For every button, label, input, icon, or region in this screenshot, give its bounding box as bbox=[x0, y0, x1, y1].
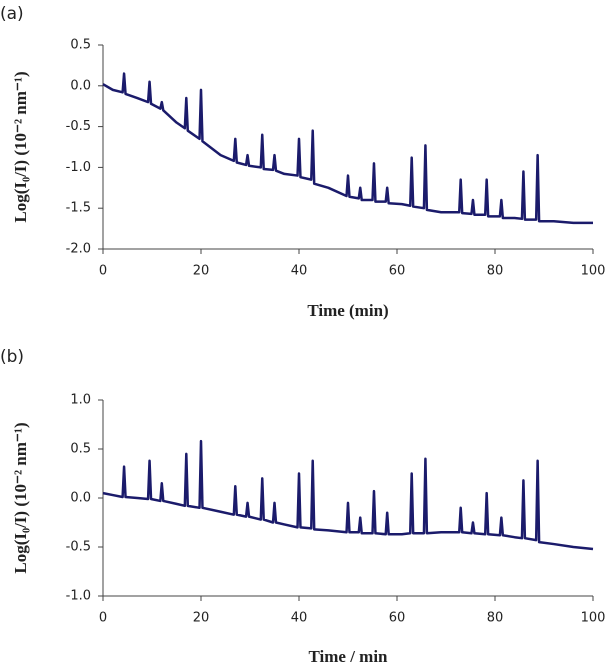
panel-label: (b) bbox=[0, 347, 24, 367]
data-line bbox=[102, 72, 593, 225]
x-tick-label: 20 bbox=[193, 264, 210, 279]
x-axis-title: Time / min bbox=[308, 647, 388, 666]
data-line bbox=[102, 439, 594, 551]
y-tick-label: -1.0 bbox=[66, 589, 91, 604]
x-tick-label: 0 bbox=[99, 611, 107, 626]
x-tick-label: 0 bbox=[99, 264, 107, 279]
x-tick-label: 40 bbox=[291, 264, 308, 279]
y-tick-label: 0.0 bbox=[70, 78, 91, 93]
y-tick-label: -0.5 bbox=[66, 119, 91, 134]
x-tick-label: 40 bbox=[291, 611, 308, 626]
x-tick-label: 60 bbox=[389, 264, 406, 279]
y-tick-label: 0.5 bbox=[70, 442, 91, 457]
x-tick-label: 100 bbox=[581, 264, 606, 279]
y-tick-label: -2.0 bbox=[66, 242, 91, 257]
x-tick-label: 20 bbox=[193, 611, 210, 626]
x-tick-label: 100 bbox=[581, 611, 606, 626]
x-tick-label: 60 bbox=[389, 611, 406, 626]
y-tick-label: -0.5 bbox=[66, 540, 91, 555]
y-axis-title: Log(I₀/I) (10⁻² nm⁻¹) bbox=[11, 422, 30, 573]
y-tick-label: 0.0 bbox=[70, 491, 91, 506]
y-tick-label: -1.0 bbox=[66, 160, 91, 175]
x-axis-title: Time (min) bbox=[307, 301, 388, 320]
y-tick-label: 1.0 bbox=[70, 393, 91, 408]
x-tick-label: 80 bbox=[487, 264, 504, 279]
y-tick-label: 0.5 bbox=[70, 38, 91, 53]
y-tick-label: -1.5 bbox=[66, 201, 91, 216]
y-axis-title: Log(I₀/I) (10⁻² nm⁻¹) bbox=[11, 71, 30, 222]
panel-label: (a) bbox=[0, 4, 24, 24]
x-tick-label: 80 bbox=[487, 611, 504, 626]
